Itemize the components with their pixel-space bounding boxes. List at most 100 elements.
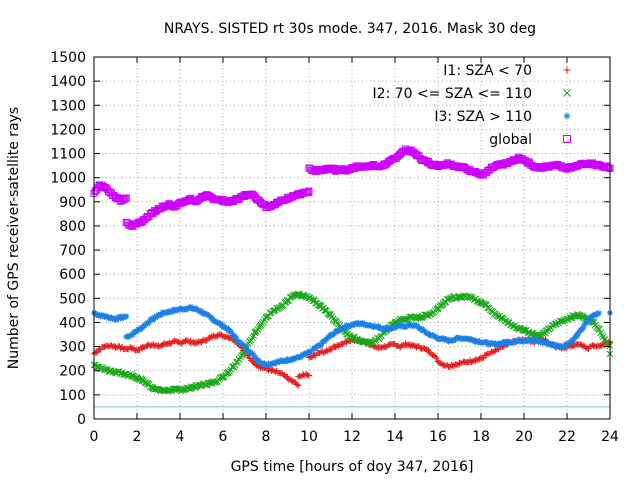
data-point <box>343 339 350 346</box>
data-point <box>543 339 550 346</box>
x-tick-label: 0 <box>90 429 99 445</box>
legend-label: I1: SZA < 70 <box>443 63 532 79</box>
data-point <box>177 339 183 346</box>
data-point <box>527 330 535 338</box>
y-tick-label: 600 <box>59 267 86 283</box>
x-tick-label: 16 <box>429 429 447 445</box>
data-point <box>139 324 146 331</box>
data-point <box>179 339 186 346</box>
data-layer <box>90 145 614 395</box>
data-point <box>285 357 292 364</box>
data-point <box>453 361 460 368</box>
data-point <box>571 342 578 349</box>
series-2 <box>91 304 613 369</box>
legend-marker <box>563 66 571 74</box>
data-point <box>451 362 458 369</box>
data-point <box>515 336 522 343</box>
data-point <box>113 316 120 323</box>
y-tick-label: 1400 <box>50 74 86 90</box>
data-point <box>121 195 129 203</box>
data-point <box>225 325 232 332</box>
legend-label: global <box>489 132 532 148</box>
data-point <box>152 385 160 393</box>
data-point <box>306 372 312 379</box>
data-point <box>174 338 181 345</box>
x-tick-label: 20 <box>515 429 533 445</box>
data-point <box>134 347 140 354</box>
x-tick-label: 4 <box>176 429 185 445</box>
data-point <box>582 344 589 351</box>
y-tick-label: 0 <box>77 412 86 428</box>
data-point <box>198 308 205 315</box>
data-point <box>214 332 221 339</box>
data-point <box>123 345 130 352</box>
data-point <box>233 334 240 341</box>
grid <box>93 56 611 420</box>
data-point <box>141 322 148 329</box>
data-point <box>93 349 100 356</box>
data-point <box>112 344 119 351</box>
data-point <box>335 328 342 335</box>
data-point <box>129 331 136 338</box>
x-tick-label: 18 <box>472 429 490 445</box>
data-point <box>318 342 325 349</box>
data-point <box>225 334 232 341</box>
data-point <box>134 328 140 335</box>
data-point <box>500 338 507 345</box>
data-point <box>468 358 475 365</box>
data-point <box>117 344 124 351</box>
data-point <box>144 320 151 327</box>
x-axis-label: GPS time [hours of doy 347, 2016] <box>231 459 474 475</box>
series-3 <box>90 145 614 230</box>
x-tick-label: 8 <box>262 429 271 445</box>
x-tick-label: 24 <box>601 429 619 445</box>
y-tick-label: 200 <box>59 364 86 380</box>
y-tick-label: 1300 <box>50 98 86 114</box>
data-point <box>367 339 375 346</box>
y-tick-label: 800 <box>59 219 86 235</box>
data-point <box>430 333 437 340</box>
x-tick-label: 10 <box>300 429 318 445</box>
y-tick-label: 900 <box>59 195 86 211</box>
y-tick-label: 100 <box>59 388 86 404</box>
data-point <box>150 315 157 322</box>
data-point <box>93 363 100 371</box>
data-point <box>477 299 485 307</box>
data-point <box>252 354 259 361</box>
y-tick-label: 1200 <box>50 122 86 138</box>
data-point <box>570 336 577 343</box>
data-point <box>209 315 216 322</box>
legend: I1: SZA < 70 I2: 70 <= SZA <= 110 I3: SZA … <box>372 63 571 148</box>
data-point <box>273 304 281 312</box>
axes: 0 2 4 6 8 10 12 14 16 18 20 22 240100200300400500600… <box>50 50 619 445</box>
data-point <box>442 362 449 369</box>
data-point <box>158 311 165 318</box>
y-tick-label: 1100 <box>50 147 86 163</box>
data-point <box>381 343 388 350</box>
x-tick-label: 14 <box>386 429 404 445</box>
x-tick-label: 6 <box>219 429 228 445</box>
legend-marker <box>563 89 571 97</box>
legend-label: I2: 70 <= SZA <= 110 <box>372 86 532 102</box>
data-point <box>297 354 304 361</box>
data-point <box>420 344 427 351</box>
y-tick-label: 500 <box>59 291 86 307</box>
data-point <box>576 329 583 336</box>
data-point <box>478 355 484 362</box>
data-point <box>305 188 313 196</box>
data-point <box>285 376 292 383</box>
y-tick-label: 1500 <box>50 50 86 66</box>
data-point <box>252 361 259 368</box>
data-point <box>168 309 175 316</box>
data-point <box>220 332 226 339</box>
y-tick-label: 700 <box>59 243 86 259</box>
data-point <box>310 296 318 303</box>
data-point <box>456 294 463 301</box>
data-point <box>201 336 208 343</box>
data-point <box>564 342 570 349</box>
data-point <box>242 343 249 350</box>
data-point <box>520 327 528 335</box>
data-point <box>217 320 224 327</box>
data-point <box>588 315 595 322</box>
